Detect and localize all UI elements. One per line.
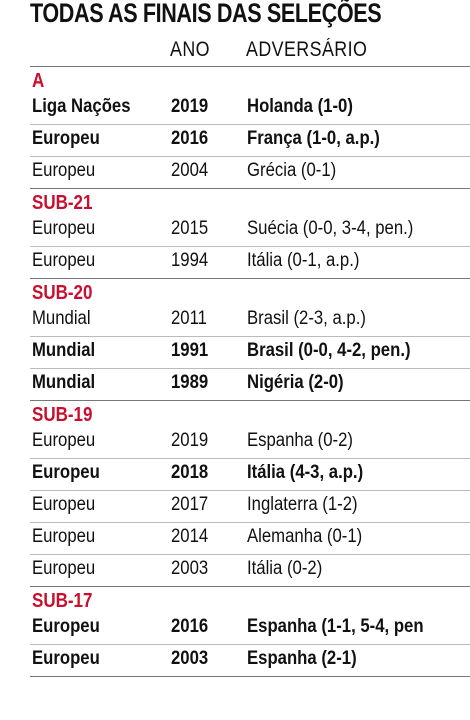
row-rule xyxy=(30,522,470,523)
competition: Europeu xyxy=(32,526,96,547)
year: 2018 xyxy=(171,462,209,483)
year: 2016 xyxy=(171,128,209,149)
year: 1991 xyxy=(171,340,209,361)
row-rule xyxy=(30,400,470,401)
opponent: Itália (0-1, a.p.) xyxy=(247,250,360,271)
competition: Europeu xyxy=(32,616,100,637)
year: 2015 xyxy=(171,218,209,239)
row-rule xyxy=(30,676,470,677)
opponent: Suécia (0-0, 3-4, pen.) xyxy=(247,218,414,239)
competition: Europeu xyxy=(32,430,96,451)
row-rule xyxy=(30,124,470,125)
section-label: SUB-17 xyxy=(32,590,93,612)
year: 2011 xyxy=(171,308,207,329)
row-rule xyxy=(30,156,470,157)
year: 1989 xyxy=(171,372,209,393)
opponent: Alemanha (0-1) xyxy=(247,526,363,547)
opponent: Grécia (0-1) xyxy=(247,160,337,181)
opponent: Inglaterra (1-2) xyxy=(247,494,358,515)
competition: Europeu xyxy=(32,218,96,239)
opponent: Brasil (0-0, 4-2, pen.) xyxy=(247,340,411,361)
opponent: Espanha (0-2) xyxy=(247,430,353,451)
year: 2004 xyxy=(171,160,209,181)
competition: Europeu xyxy=(32,462,100,483)
competition: Mundial xyxy=(32,372,96,393)
year: 2003 xyxy=(171,648,209,669)
row-rule xyxy=(30,336,470,337)
opponent: Espanha (1-1, 5-4, pen xyxy=(247,616,424,637)
opponent: Itália (0-2) xyxy=(247,558,323,579)
row-rule xyxy=(30,458,470,459)
row-rule xyxy=(30,368,470,369)
row-rule xyxy=(30,586,470,587)
competition: Europeu xyxy=(32,160,96,181)
competition: Europeu xyxy=(32,648,100,669)
year: 1994 xyxy=(171,250,209,271)
opponent: Espanha (2-1) xyxy=(247,648,357,669)
row-rule xyxy=(30,188,470,189)
year: 2016 xyxy=(171,616,209,637)
row-rule xyxy=(30,246,470,247)
section-label: A xyxy=(32,70,45,92)
opponent: Brasil (2-3, a.p.) xyxy=(247,308,366,329)
competition: Mundial xyxy=(32,308,91,329)
opponent: Itália (4-3, a.p.) xyxy=(247,462,364,483)
competition: Europeu xyxy=(32,250,96,271)
row-rule xyxy=(30,644,470,645)
opponent: Nigéria (2-0) xyxy=(247,372,344,393)
competition: Mundial xyxy=(32,340,96,361)
year: 2017 xyxy=(171,494,209,515)
competition: Europeu xyxy=(32,558,96,579)
year: 2003 xyxy=(171,558,209,579)
header-rule xyxy=(30,66,470,67)
section-label: SUB-19 xyxy=(32,404,93,426)
competition: Europeu xyxy=(32,494,96,515)
year: 2019 xyxy=(171,430,209,451)
row-rule xyxy=(30,490,470,491)
column-header: ADVERSÁRIO xyxy=(246,38,368,61)
year: 2014 xyxy=(171,526,209,547)
title: TODAS AS FINAIS DAS SELEÇÕES xyxy=(30,0,382,28)
row-rule xyxy=(30,554,470,555)
section-label: SUB-20 xyxy=(32,282,93,304)
section-label: SUB-21 xyxy=(32,192,93,214)
column-header: ANO xyxy=(170,38,210,61)
opponent: França (1-0, a.p.) xyxy=(247,128,380,149)
row-rule xyxy=(30,278,470,279)
competition: Europeu xyxy=(32,128,100,149)
year: 2019 xyxy=(171,96,209,117)
opponent: Holanda (1-0) xyxy=(247,96,353,117)
competition: Liga Nações xyxy=(32,96,131,117)
